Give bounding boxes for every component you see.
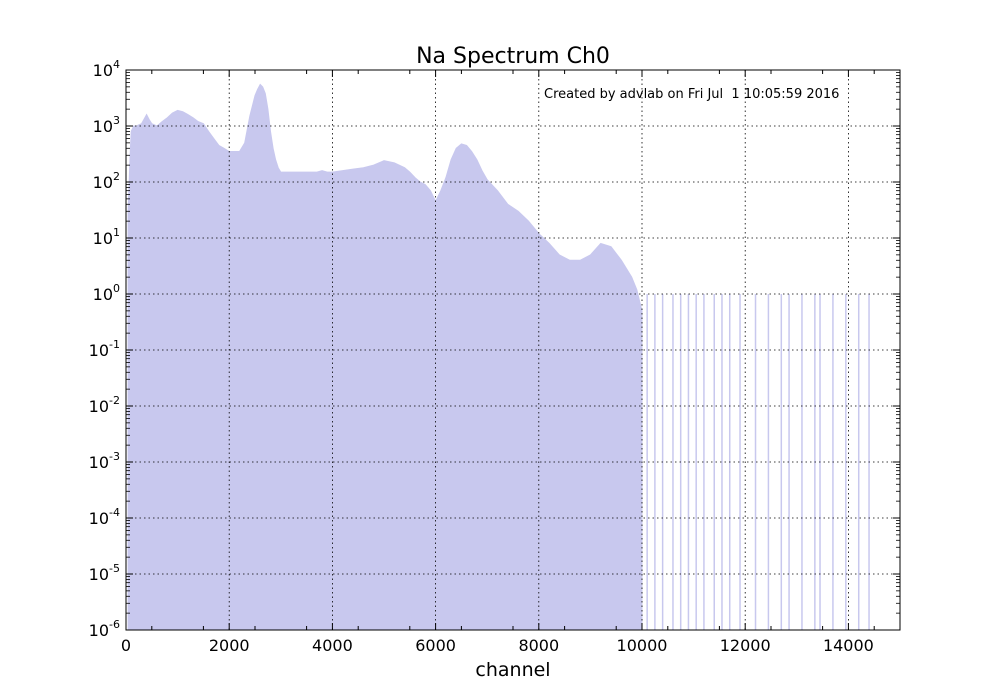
y-tick-label-7: 10-3	[89, 450, 120, 472]
x-tick-label-5: 10000	[617, 636, 668, 655]
chart-annotation: Created by advlab on Fri Jul 1 10:05:59 …	[544, 87, 839, 102]
x-tick-label-3: 6000	[415, 636, 456, 655]
y-tick-label-5: 10-1	[89, 338, 120, 360]
x-tick-label-7: 14000	[823, 636, 874, 655]
x-tick-label-1: 2000	[209, 636, 250, 655]
y-tick-label-1: 103	[93, 114, 120, 136]
x-axis-label: channel	[475, 659, 550, 681]
y-tick-label-10: 10-6	[89, 618, 120, 640]
chart-title: Na Spectrum Ch0	[416, 44, 610, 69]
y-tick-label-9: 10-5	[89, 562, 120, 584]
plot-frame	[125, 69, 901, 631]
y-tick-label-6: 10-2	[89, 394, 120, 416]
y-tick-label-0: 104	[93, 58, 120, 80]
grid-lines	[126, 70, 900, 630]
x-tick-label-2: 4000	[312, 636, 353, 655]
y-tick-label-2: 102	[93, 170, 120, 192]
y-tick-label-4: 100	[93, 282, 120, 304]
y-tick-label-8: 10-4	[89, 506, 120, 528]
spectrum-area-0	[127, 83, 643, 631]
y-tick-label-3: 101	[93, 226, 120, 248]
x-tick-label-0: 0	[121, 636, 131, 655]
x-tick-label-4: 8000	[518, 636, 559, 655]
x-tick-label-6: 12000	[720, 636, 771, 655]
x-tick-labels: 0 2000 4000 6000 8000 10000 12000 14000	[121, 636, 874, 655]
y-tick-labels: 104 103 102 101 100 10-1 10-2 10-3 10-4 10-5 10-6	[89, 58, 120, 640]
